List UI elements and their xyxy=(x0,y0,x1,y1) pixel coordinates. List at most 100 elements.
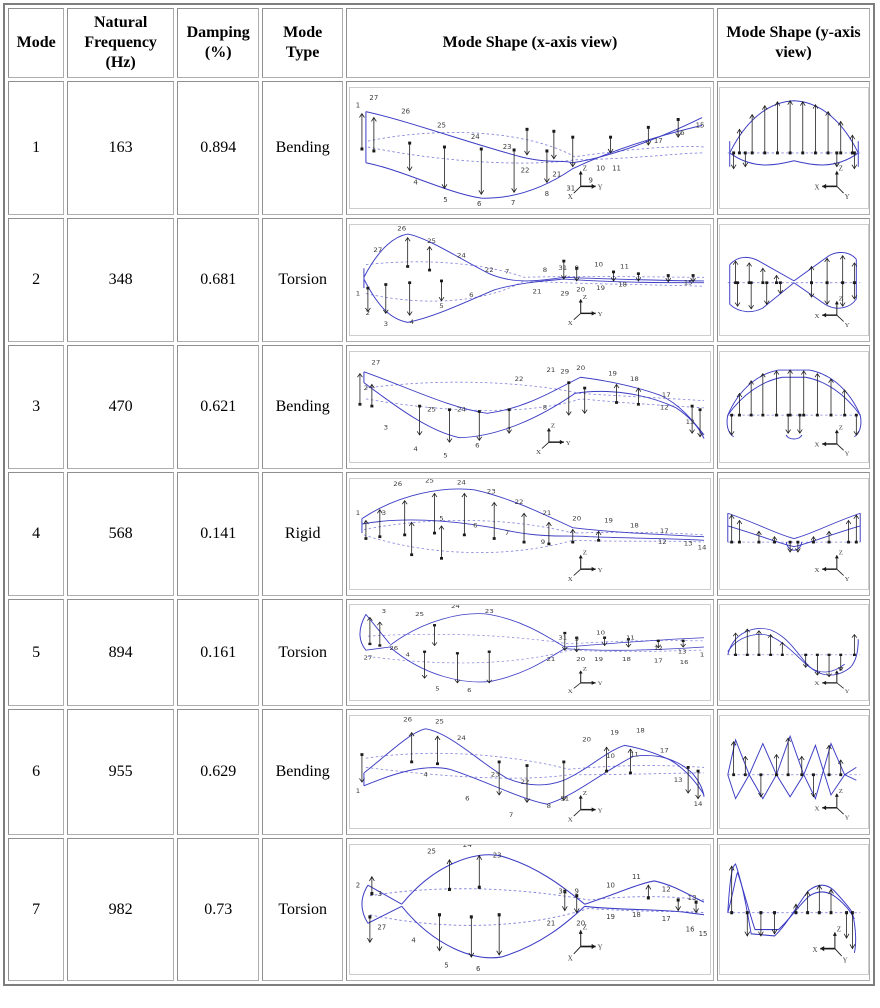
svg-text:24: 24 xyxy=(457,252,466,260)
svg-text:24: 24 xyxy=(451,605,460,610)
svg-text:18: 18 xyxy=(618,281,627,289)
svg-text:6: 6 xyxy=(465,795,469,803)
mode-number: 7 xyxy=(8,838,65,981)
svg-text:23: 23 xyxy=(491,771,500,779)
svg-text:3: 3 xyxy=(384,424,388,432)
mode-shape-x-figure: 1 27 26 25 24 23 22 21 31 9 10 11 8 7 6 5 4 17 16 15 Z Y X xyxy=(348,87,711,209)
table-header-row: Mode Natural Frequency (Hz) Damping (%) … xyxy=(8,8,870,78)
svg-text:11: 11 xyxy=(620,263,629,271)
mode-shape-y-figure: Z X Y xyxy=(718,844,869,975)
table-row: 6 955 0.629 Bending 1 26 25 24 23 22 6 4 7 8 31 20 1… xyxy=(8,709,870,835)
mode-shape-y-figure: Z X Y xyxy=(718,224,869,336)
svg-text:X: X xyxy=(812,946,817,954)
damping-value: 0.621 xyxy=(176,345,260,469)
svg-text:26: 26 xyxy=(389,646,398,652)
svg-text:12: 12 xyxy=(660,404,669,412)
svg-text:17: 17 xyxy=(660,527,669,535)
mode-type: Torsion xyxy=(262,599,343,706)
svg-text:21: 21 xyxy=(533,288,542,296)
svg-text:17: 17 xyxy=(654,137,663,145)
svg-text:7: 7 xyxy=(511,199,515,207)
mode-shape-x-cell: 3 25 24 23 27 26 4 5 6 21 31 9 20 10 11 19 18 12 13 17 16 1 Z Y… xyxy=(345,599,715,706)
damping-value: 0.681 xyxy=(176,218,260,342)
svg-text:X: X xyxy=(568,194,573,201)
svg-text:8: 8 xyxy=(545,190,549,198)
svg-text:10: 10 xyxy=(606,752,615,760)
svg-text:19: 19 xyxy=(596,284,605,292)
mode-number: 3 xyxy=(8,345,65,469)
svg-text:3: 3 xyxy=(384,320,388,328)
damping-value: 0.73 xyxy=(176,838,260,981)
col-header-mode-type: Mode Type xyxy=(262,8,343,78)
svg-text:17: 17 xyxy=(654,658,663,664)
svg-text:Z: Z xyxy=(838,667,842,672)
svg-text:5: 5 xyxy=(439,515,443,523)
svg-text:27: 27 xyxy=(377,922,386,931)
svg-text:Z: Z xyxy=(583,550,587,557)
svg-text:24: 24 xyxy=(457,734,466,742)
svg-text:25: 25 xyxy=(425,479,434,485)
svg-text:Y: Y xyxy=(842,956,847,964)
svg-text:22: 22 xyxy=(515,499,524,507)
svg-text:6: 6 xyxy=(475,442,479,450)
col-header-frequency: Natural Frequency (Hz) xyxy=(67,8,174,78)
svg-text:25: 25 xyxy=(435,718,444,726)
svg-text:Z: Z xyxy=(583,790,587,797)
svg-text:25: 25 xyxy=(427,846,436,855)
svg-text:6: 6 xyxy=(476,964,481,973)
svg-text:Y: Y xyxy=(566,440,571,447)
svg-text:19: 19 xyxy=(608,370,617,378)
svg-text:24: 24 xyxy=(471,133,480,141)
svg-text:23: 23 xyxy=(503,143,512,151)
svg-text:31: 31 xyxy=(560,795,569,803)
svg-text:5: 5 xyxy=(443,452,447,460)
svg-text:27: 27 xyxy=(371,359,380,367)
svg-text:15: 15 xyxy=(696,121,705,129)
svg-text:3: 3 xyxy=(382,509,386,517)
svg-text:31: 31 xyxy=(558,264,567,272)
svg-text:17: 17 xyxy=(662,391,671,399)
mode-shape-x-cell: 26 25 24 23 22 21 20 1 3 5 6 7 9 19 18 17 12 13 14 Z Y X xyxy=(345,472,715,596)
damping-value: 0.894 xyxy=(176,81,260,215)
svg-text:Y: Y xyxy=(844,689,850,694)
natural-frequency: 348 xyxy=(67,218,174,342)
svg-text:7: 7 xyxy=(509,811,513,819)
svg-text:21: 21 xyxy=(552,171,561,179)
svg-text:24: 24 xyxy=(457,406,466,414)
svg-text:12: 12 xyxy=(662,884,671,893)
svg-text:18: 18 xyxy=(622,657,631,663)
svg-text:16: 16 xyxy=(676,129,685,137)
svg-text:13: 13 xyxy=(674,776,683,784)
svg-text:25: 25 xyxy=(427,406,436,414)
svg-text:5: 5 xyxy=(444,960,448,969)
svg-text:21: 21 xyxy=(542,509,551,517)
svg-text:23: 23 xyxy=(485,608,494,614)
svg-text:X: X xyxy=(536,449,541,456)
svg-text:X: X xyxy=(568,689,574,695)
col-header-damping: Damping (%) xyxy=(176,8,260,78)
svg-text:9: 9 xyxy=(575,264,579,272)
svg-text:16: 16 xyxy=(680,660,689,666)
mode-shape-y-cell: Z X Y xyxy=(717,599,870,706)
svg-text:5: 5 xyxy=(443,196,447,204)
svg-text:X: X xyxy=(568,954,574,962)
svg-text:Y: Y xyxy=(598,567,603,574)
mode-shape-x-cell: 27 2 3 4 5 6 7 8 25 24 22 21 29 20 19 18 17 12 13 Z Y X xyxy=(345,345,715,469)
mode-shape-x-cell: 1 26 25 24 23 22 6 4 7 8 31 20 19 18 10 11 17 13 14 Z Y X xyxy=(345,709,715,835)
mode-shape-y-figure: Z X Y xyxy=(718,478,869,590)
svg-text:11: 11 xyxy=(612,165,621,173)
svg-text:10: 10 xyxy=(596,630,605,636)
svg-text:26: 26 xyxy=(397,225,406,232)
mode-type: Bending xyxy=(262,709,343,835)
svg-text:6: 6 xyxy=(467,688,471,694)
mode-shape-y-cell: Z X Y xyxy=(717,838,870,981)
svg-text:X: X xyxy=(568,320,573,327)
svg-text:X: X xyxy=(568,817,573,824)
svg-text:24: 24 xyxy=(463,845,472,849)
svg-text:20: 20 xyxy=(582,736,591,744)
natural-frequency: 894 xyxy=(67,599,174,706)
mode-number: 4 xyxy=(8,472,65,596)
svg-text:26: 26 xyxy=(403,716,412,723)
mode-type: Bending xyxy=(262,81,343,215)
